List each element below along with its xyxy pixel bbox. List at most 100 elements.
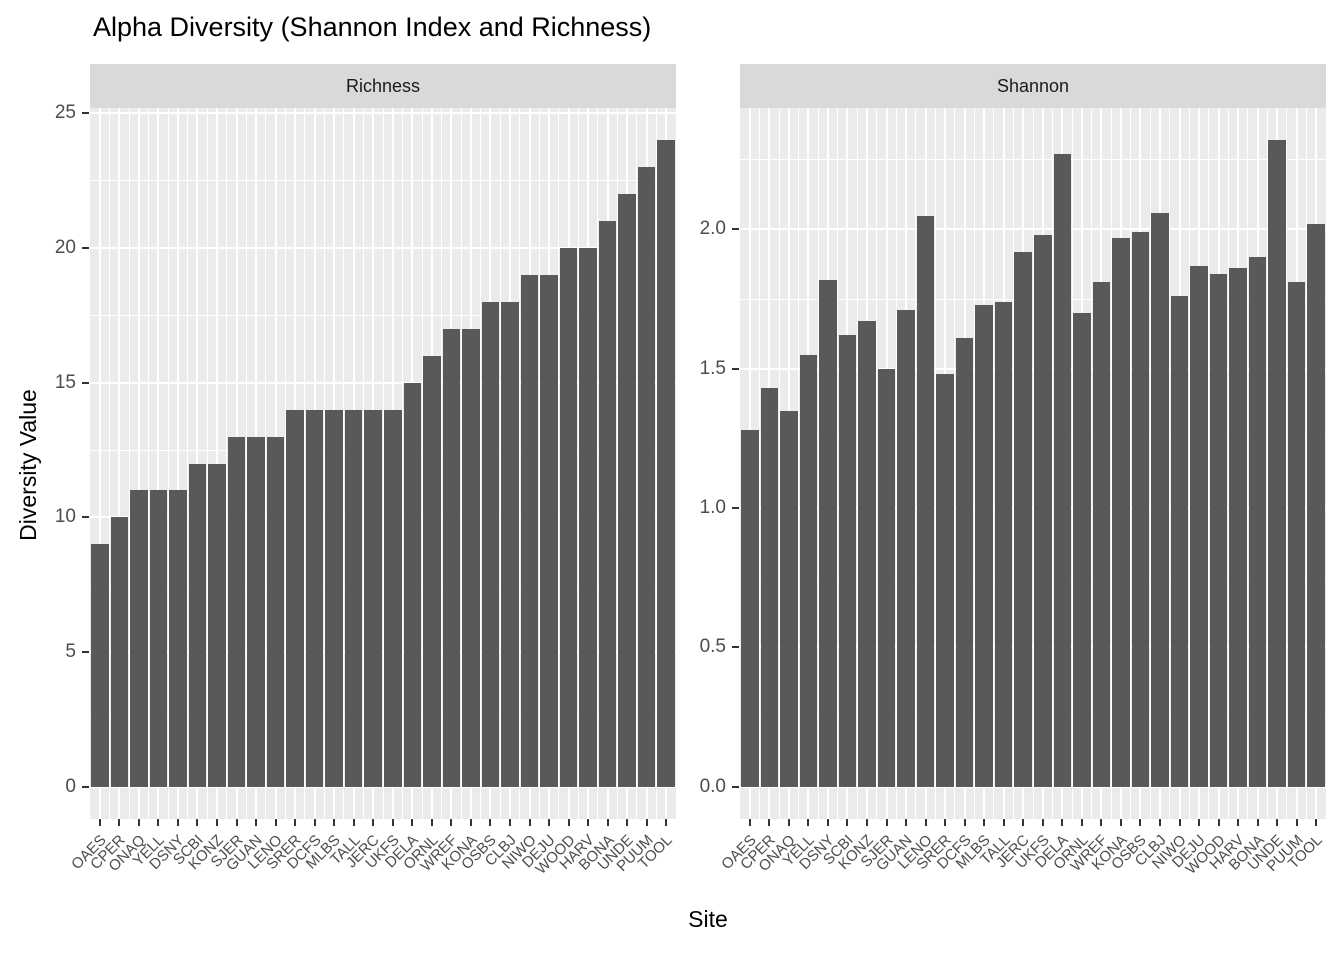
y-axis-tick	[732, 507, 739, 510]
x-axis-tick	[1198, 819, 1201, 826]
gridline-minor	[519, 108, 521, 819]
x-axis-tick	[645, 819, 648, 826]
bar-CPER	[110, 517, 129, 787]
bar-SCBI	[838, 335, 857, 787]
gridline-minor	[895, 108, 897, 819]
bar-KONA	[462, 328, 480, 787]
x-axis-tick	[748, 819, 751, 826]
gridline-minor	[973, 108, 975, 819]
bar-DELA	[403, 382, 422, 787]
x-axis-tick	[215, 819, 218, 826]
gridline-minor	[934, 108, 936, 819]
gridline-minor	[1305, 108, 1307, 819]
gridline-minor	[1091, 108, 1093, 819]
x-axis-tick	[846, 819, 849, 826]
x-axis-tick	[411, 819, 414, 826]
bar-KONA	[1112, 237, 1130, 787]
x-axis-tick	[1158, 819, 1161, 826]
x-axis-tick	[313, 819, 316, 826]
gridline-minor	[538, 108, 540, 819]
gridline-minor	[1208, 108, 1210, 819]
bar-WREF	[1092, 282, 1111, 787]
gridline-minor	[167, 108, 169, 819]
bar-OAES	[90, 544, 109, 787]
y-axis-title: Diversity Value	[15, 389, 41, 541]
gridline-major	[98, 108, 101, 819]
x-axis-tick	[489, 819, 492, 826]
gridline-minor	[1188, 108, 1190, 819]
gridline-minor	[1247, 108, 1249, 819]
plot-panel	[740, 108, 1326, 819]
x-axis-tick	[294, 819, 297, 826]
gridline-minor	[1052, 108, 1054, 819]
gridline-minor	[856, 108, 858, 819]
x-axis-tick	[787, 819, 790, 826]
facet-strip: Shannon	[740, 64, 1326, 108]
bar-TALL	[344, 409, 363, 787]
x-axis-tick	[430, 819, 433, 826]
x-axis-tick	[587, 819, 590, 826]
y-axis-tick-label: 0	[65, 775, 76, 797]
bar-GUAN	[247, 436, 265, 787]
x-axis-tick	[1237, 819, 1240, 826]
bar-YELL	[149, 490, 168, 787]
x-axis-tick	[508, 819, 511, 826]
x-axis-tick	[333, 819, 336, 826]
x-axis-tick	[157, 819, 160, 826]
x-axis-tick	[606, 819, 609, 826]
bar-WOOD	[1209, 274, 1228, 787]
gridline-minor	[480, 108, 482, 819]
facet-strip-label: Richness	[345, 75, 421, 96]
gridline-minor	[616, 108, 618, 819]
gridline-minor	[597, 108, 599, 819]
gridline-minor	[362, 108, 364, 819]
y-axis-tick-label: 1.5	[699, 357, 726, 379]
bar-BONA	[598, 221, 617, 787]
x-axis-tick	[665, 819, 668, 826]
bar-WOOD	[559, 248, 578, 787]
x-axis-tick	[1100, 819, 1103, 826]
gridline-minor	[460, 108, 462, 819]
y-axis-tick	[82, 516, 89, 519]
bar-DCFS	[305, 409, 324, 787]
x-axis-tick	[626, 819, 629, 826]
gridline-minor	[1071, 108, 1073, 819]
y-axis-tick-label: 20	[54, 237, 76, 259]
gridline-minor	[284, 108, 286, 819]
y-axis-tick	[82, 651, 89, 654]
bar-BONA	[1248, 257, 1267, 787]
x-axis-title: Site	[688, 906, 728, 932]
gridline-minor	[343, 108, 345, 819]
x-axis-tick	[905, 819, 908, 826]
bar-YELL	[799, 354, 818, 787]
gridline-minor	[577, 108, 579, 819]
bar-WREF	[442, 328, 461, 787]
plot-panel	[90, 108, 676, 819]
facet-strip-label: Shannon	[996, 75, 1070, 96]
gridline-minor	[206, 108, 208, 819]
x-axis-tick	[196, 819, 199, 826]
gridline-minor	[778, 108, 780, 819]
x-axis-tick	[450, 819, 453, 826]
y-axis-tick-label: 0.0	[699, 775, 726, 797]
x-axis-tick	[885, 819, 888, 826]
x-axis-tick	[983, 819, 986, 826]
bar-HARV	[1229, 268, 1247, 787]
gridline-minor	[636, 108, 638, 819]
x-axis-tick	[391, 819, 394, 826]
bar-ORNL	[423, 355, 441, 787]
gridline-minor	[1149, 108, 1151, 819]
x-axis-tick	[807, 819, 810, 826]
gridline-minor	[421, 108, 423, 819]
x-axis-tick	[1041, 819, 1044, 826]
x-axis-tick	[235, 819, 238, 826]
gridline-minor	[993, 108, 995, 819]
x-axis-tick	[352, 819, 355, 826]
y-axis-tick-label: 25	[54, 102, 76, 124]
gridline-minor	[187, 108, 189, 819]
y-axis-tick	[732, 367, 739, 370]
y-axis-tick-label: 1.0	[699, 497, 726, 519]
bar-OSBS	[481, 301, 500, 787]
bar-SJER	[227, 436, 246, 787]
